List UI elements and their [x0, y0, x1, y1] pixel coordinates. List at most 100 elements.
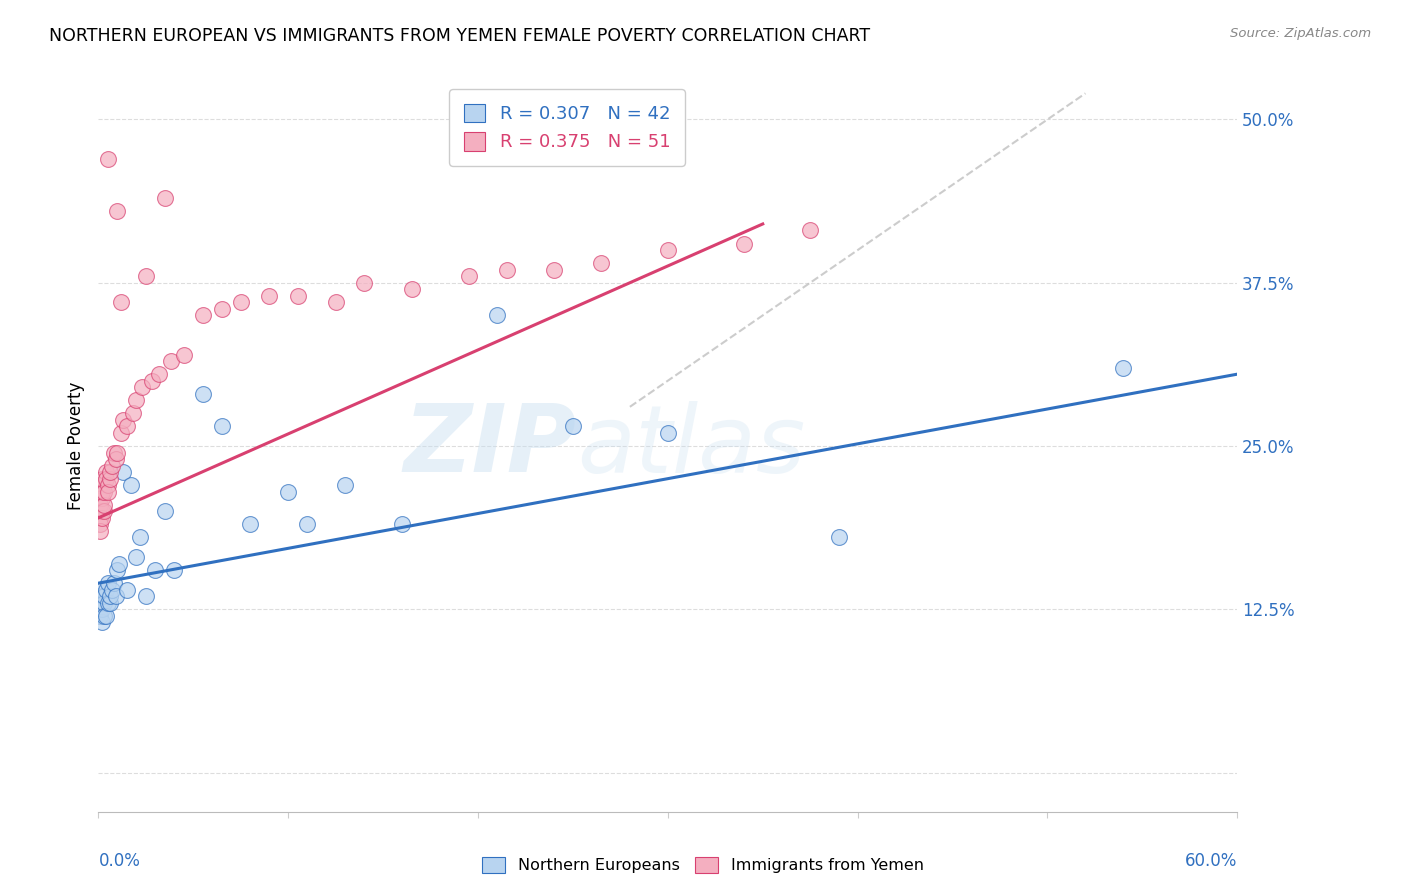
Text: Source: ZipAtlas.com: Source: ZipAtlas.com: [1230, 27, 1371, 40]
Point: [98, 465, 121, 479]
Text: 60.0%: 60.0%: [1185, 852, 1237, 870]
Point: [153, 191, 176, 205]
Point: [457, 269, 479, 284]
Point: [657, 243, 679, 257]
Point: [97, 576, 120, 591]
Point: [120, 478, 142, 492]
Point: [93, 498, 115, 512]
Point: [94, 608, 117, 623]
Point: [1112, 360, 1135, 375]
Point: [107, 203, 129, 218]
Point: [259, 289, 281, 303]
Point: [89, 524, 111, 538]
Text: 0.0%: 0.0%: [98, 852, 141, 870]
Point: [103, 576, 125, 591]
Point: [91, 615, 114, 630]
Point: [91, 596, 114, 610]
Point: [89, 511, 111, 525]
Point: [335, 478, 357, 492]
Point: [297, 517, 319, 532]
Point: [287, 289, 309, 303]
Point: [121, 406, 143, 420]
Point: [277, 484, 299, 499]
Point: [91, 472, 114, 486]
Point: [93, 589, 115, 603]
Point: [591, 256, 613, 270]
Point: [89, 484, 111, 499]
Point: [91, 491, 114, 506]
Point: [148, 367, 170, 381]
Point: [125, 393, 148, 408]
Point: [108, 557, 131, 571]
Point: [191, 309, 214, 323]
Point: [91, 484, 114, 499]
Point: [159, 354, 181, 368]
Point: [543, 262, 565, 277]
Point: [131, 380, 153, 394]
Point: [799, 223, 821, 237]
Point: [239, 517, 262, 532]
Point: [104, 452, 127, 467]
Point: [562, 419, 585, 434]
Point: [141, 374, 163, 388]
Point: [229, 295, 252, 310]
Point: [104, 589, 127, 603]
Point: [107, 445, 129, 459]
Point: [112, 465, 135, 479]
Point: [91, 504, 114, 518]
Point: [97, 596, 120, 610]
Point: [91, 511, 114, 525]
Point: [89, 478, 111, 492]
Point: [89, 589, 111, 603]
Point: [93, 608, 115, 623]
Point: [100, 582, 122, 597]
Point: [325, 295, 347, 310]
Point: [125, 549, 148, 564]
Point: [486, 309, 509, 323]
Point: [112, 413, 135, 427]
Point: [129, 530, 152, 544]
Point: [89, 491, 111, 506]
Point: [173, 348, 195, 362]
Point: [107, 563, 129, 577]
Point: [97, 152, 120, 166]
Point: [391, 517, 413, 532]
Point: [97, 484, 120, 499]
Point: [135, 589, 157, 603]
Point: [495, 262, 517, 277]
Text: atlas: atlas: [576, 401, 806, 491]
Point: [89, 504, 111, 518]
Legend: Northern Europeans, Immigrants from Yemen: Northern Europeans, Immigrants from Yeme…: [477, 850, 929, 880]
Legend: R = 0.307   N = 42, R = 0.375   N = 51: R = 0.307 N = 42, R = 0.375 N = 51: [449, 89, 685, 166]
Point: [93, 504, 115, 518]
Point: [103, 445, 125, 459]
Y-axis label: Female Poverty: Female Poverty: [66, 382, 84, 510]
Point: [153, 504, 176, 518]
Point: [657, 425, 679, 440]
Point: [115, 582, 138, 597]
Point: [98, 472, 121, 486]
Point: [91, 582, 114, 597]
Point: [97, 478, 120, 492]
Point: [98, 589, 121, 603]
Point: [93, 596, 115, 610]
Point: [110, 295, 132, 310]
Point: [98, 596, 121, 610]
Point: [191, 386, 214, 401]
Point: [828, 530, 851, 544]
Point: [94, 472, 117, 486]
Text: NORTHERN EUROPEAN VS IMMIGRANTS FROM YEMEN FEMALE POVERTY CORRELATION CHART: NORTHERN EUROPEAN VS IMMIGRANTS FROM YEM…: [49, 27, 870, 45]
Point: [163, 563, 186, 577]
Point: [100, 458, 122, 473]
Point: [211, 301, 233, 316]
Point: [211, 419, 233, 434]
Point: [93, 484, 115, 499]
Point: [110, 425, 132, 440]
Point: [401, 282, 423, 296]
Point: [89, 608, 111, 623]
Point: [145, 563, 167, 577]
Point: [115, 419, 138, 434]
Point: [94, 582, 117, 597]
Point: [91, 602, 114, 616]
Point: [135, 269, 157, 284]
